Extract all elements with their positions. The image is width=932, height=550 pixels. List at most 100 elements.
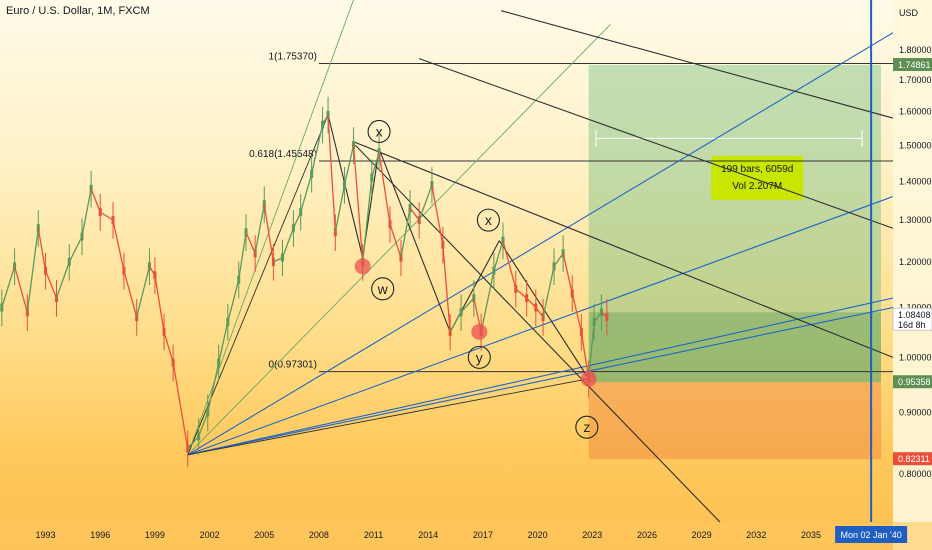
y-tick-label: 1.50000 (899, 140, 932, 150)
price-segment (322, 114, 329, 126)
measure-info-volume: Vol 2.207M (732, 181, 782, 192)
price-segment (44, 270, 58, 299)
price-segment (37, 228, 47, 271)
channel-line[interactable] (354, 144, 721, 523)
price-label-box (892, 307, 932, 331)
price-segment (352, 145, 364, 263)
x-tick-label: 2014 (418, 530, 438, 540)
price-segment (68, 236, 83, 263)
price-segment (409, 207, 420, 221)
crosshair-time-label: Mon 02 Jan '40 (840, 530, 901, 540)
wave-label: z (583, 419, 590, 435)
y-tick-label: 1.10000 (899, 303, 932, 313)
pivot-marker[interactable] (471, 323, 488, 340)
price-segment (198, 412, 209, 437)
price-segment (535, 307, 544, 318)
wave-label-circle[interactable] (367, 119, 391, 144)
price-segment (588, 321, 595, 379)
price-segment (254, 204, 265, 254)
pivot-marker[interactable] (354, 258, 371, 275)
fan-line[interactable] (187, 32, 894, 456)
price-segment (292, 211, 302, 229)
wave-label: x (485, 212, 492, 228)
y-tick-label: 1.20000 (899, 257, 932, 267)
price-label: 0.82311 (898, 454, 930, 464)
y-tick-label: 1.40000 (899, 176, 932, 186)
price-segment (187, 435, 200, 450)
channel-line[interactable] (353, 141, 894, 358)
price-segment (600, 311, 608, 318)
wave-label: x (376, 123, 383, 139)
price-segment (571, 293, 582, 332)
x-tick-label: 2008 (309, 530, 329, 540)
price-segment (480, 270, 495, 332)
drawing-lines[interactable]: 1(1.75370) 0.618(1.45548) 0(0.97301) (187, 0, 894, 523)
price-segment (311, 124, 324, 175)
x-tick-label: 2017 (473, 530, 493, 540)
position-stop-zone[interactable] (588, 382, 881, 460)
fib-level-label: 0(0.97301) (269, 360, 317, 371)
price-segment (154, 275, 165, 332)
x-tick-label: 1993 (36, 530, 56, 540)
wave-label-circle[interactable] (476, 208, 500, 232)
wave-annotations[interactable]: x w x y z (354, 119, 599, 439)
fan-line[interactable] (187, 306, 894, 456)
wave-leg[interactable] (498, 240, 590, 380)
price-label: 0.95358 (898, 377, 931, 387)
y-tick-label: 0.80000 (899, 469, 932, 479)
wave-label-circle[interactable] (467, 345, 491, 369)
price-segment (81, 188, 92, 237)
price-segment (418, 184, 433, 221)
price-segment (515, 288, 528, 299)
price-segment (207, 362, 220, 413)
fib-level-label: 0.618(1.45548) (249, 149, 317, 160)
price-segment (300, 173, 313, 213)
measure-info-box[interactable] (711, 155, 804, 200)
pivot-marker[interactable] (580, 370, 597, 387)
wave-label-circle[interactable] (371, 277, 395, 301)
fan-line[interactable] (187, 195, 894, 456)
y-tick-label: 1.00000 (899, 352, 932, 362)
position-target-zone[interactable] (588, 65, 881, 383)
price-segment (172, 362, 189, 449)
price-axis-unit: USD (899, 8, 919, 18)
price-segment (400, 208, 411, 258)
price-segment (449, 311, 462, 333)
price-label-box (893, 58, 932, 72)
wave-label-circle[interactable] (575, 415, 599, 439)
price-segment (123, 270, 138, 318)
x-tick-label: 1999 (145, 530, 165, 540)
position-tool[interactable]: 199 bars, 6059d Vol 2.207M (588, 65, 881, 460)
x-tick-label: 2035 (801, 530, 821, 540)
price-segment (148, 266, 156, 276)
price-segment (526, 297, 537, 308)
price-label-countdown: 16d 8h (898, 320, 926, 330)
x-tick-label: 2011 (364, 530, 383, 540)
price-segment (26, 228, 39, 313)
price-segment (502, 240, 517, 289)
fan-line[interactable] (187, 114, 329, 456)
price-segment (90, 188, 101, 213)
y-tick-label: 1.70000 (899, 75, 932, 85)
price-segment (281, 227, 295, 258)
price-segment (460, 297, 475, 313)
position-filled-zone (588, 312, 881, 383)
price-segment (431, 184, 444, 245)
price-segment (245, 232, 256, 254)
x-tick-label: 2005 (254, 530, 274, 540)
channel-line[interactable] (418, 58, 894, 229)
fan-line[interactable] (187, 378, 589, 456)
wave-leg[interactable] (378, 148, 451, 333)
price-label-box (893, 452, 932, 466)
channel-line[interactable] (501, 10, 894, 119)
fan-line[interactable] (187, 297, 894, 456)
time-axis-bg (0, 522, 932, 550)
price-segment (542, 266, 555, 318)
price-segment (55, 261, 70, 299)
fan-line[interactable] (187, 24, 611, 456)
x-tick-label: 1996 (90, 530, 110, 540)
price-segment (263, 204, 275, 263)
price-segment (593, 311, 602, 323)
measure-info-bars: 199 bars, 6059d (721, 164, 793, 175)
